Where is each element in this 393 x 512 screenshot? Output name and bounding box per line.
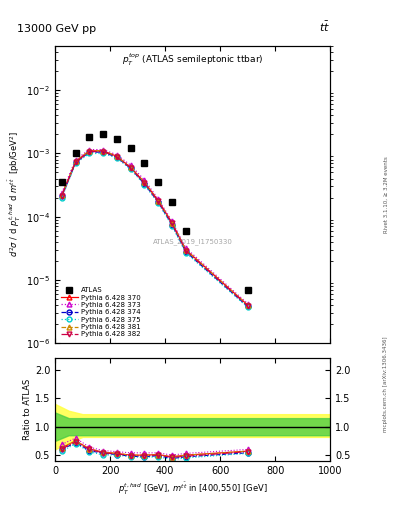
Pythia 6.428 370 — [101, 148, 106, 154]
Pythia 6.428 382 — [129, 165, 133, 171]
Pythia 6.428 381 — [60, 192, 64, 198]
Text: ATLAS_2019_I1750330: ATLAS_2019_I1750330 — [152, 239, 233, 245]
X-axis label: $p_T^{t,had}$ [GeV], $m^{t\bar{t}}$ in [400,550] [GeV]: $p_T^{t,had}$ [GeV], $m^{t\bar{t}}$ in [… — [118, 481, 267, 497]
Pythia 6.428 375 — [245, 304, 250, 310]
Pythia 6.428 382 — [115, 154, 119, 160]
Pythia 6.428 382 — [60, 193, 64, 199]
Pythia 6.428 375 — [142, 182, 147, 188]
ATLAS — [87, 134, 92, 140]
Pythia 6.428 370 — [87, 148, 92, 154]
Pythia 6.428 373 — [87, 146, 92, 153]
Line: Pythia 6.428 382: Pythia 6.428 382 — [59, 149, 250, 308]
Pythia 6.428 375 — [73, 160, 78, 166]
Pythia 6.428 373 — [142, 177, 147, 183]
Pythia 6.428 373 — [170, 218, 174, 224]
Pythia 6.428 382 — [73, 159, 78, 165]
Pythia 6.428 370 — [60, 192, 64, 198]
Pythia 6.428 370 — [156, 198, 161, 204]
Pythia 6.428 374 — [129, 165, 133, 172]
ATLAS — [73, 151, 78, 157]
Pythia 6.428 382 — [101, 148, 106, 155]
Pythia 6.428 382 — [156, 198, 161, 204]
Pythia 6.428 381 — [245, 302, 250, 308]
Pythia 6.428 381 — [170, 220, 174, 226]
Pythia 6.428 375 — [129, 166, 133, 173]
Text: 13000 GeV pp: 13000 GeV pp — [17, 24, 95, 34]
Pythia 6.428 374 — [184, 248, 188, 254]
Pythia 6.428 375 — [170, 223, 174, 229]
Pythia 6.428 373 — [184, 245, 188, 251]
ATLAS — [115, 136, 119, 142]
Pythia 6.428 375 — [115, 155, 119, 161]
Pythia 6.428 381 — [73, 158, 78, 164]
Line: ATLAS: ATLAS — [59, 132, 250, 292]
Legend: ATLAS, Pythia 6.428 370, Pythia 6.428 373, Pythia 6.428 374, Pythia 6.428 375, P: ATLAS, Pythia 6.428 370, Pythia 6.428 37… — [59, 285, 143, 339]
Pythia 6.428 374 — [73, 159, 78, 165]
Pythia 6.428 375 — [184, 249, 188, 255]
Pythia 6.428 370 — [73, 158, 78, 164]
Pythia 6.428 374 — [170, 222, 174, 228]
ATLAS — [184, 228, 188, 234]
ATLAS — [101, 132, 106, 138]
Pythia 6.428 375 — [101, 151, 106, 157]
Pythia 6.428 370 — [142, 179, 147, 185]
Pythia 6.428 375 — [87, 151, 92, 157]
ATLAS — [60, 179, 64, 185]
ATLAS — [170, 199, 174, 205]
Pythia 6.428 370 — [115, 153, 119, 159]
Text: Rivet 3.1.10, ≥ 3.2M events: Rivet 3.1.10, ≥ 3.2M events — [383, 156, 388, 233]
Pythia 6.428 374 — [156, 199, 161, 205]
Line: Pythia 6.428 370: Pythia 6.428 370 — [59, 148, 250, 307]
Pythia 6.428 381 — [156, 198, 161, 204]
ATLAS — [142, 160, 147, 166]
Line: Pythia 6.428 374: Pythia 6.428 374 — [59, 150, 250, 309]
Text: $p_T^{top}$ (ATLAS semileptonic ttbar): $p_T^{top}$ (ATLAS semileptonic ttbar) — [122, 52, 263, 68]
Text: $t\bar{t}$: $t\bar{t}$ — [319, 20, 330, 34]
Pythia 6.428 373 — [73, 157, 78, 163]
ATLAS — [245, 287, 250, 293]
Pythia 6.428 374 — [101, 149, 106, 155]
Pythia 6.428 382 — [184, 247, 188, 253]
Pythia 6.428 381 — [101, 148, 106, 154]
Pythia 6.428 370 — [245, 302, 250, 308]
Pythia 6.428 382 — [245, 303, 250, 309]
Pythia 6.428 375 — [156, 200, 161, 206]
Pythia 6.428 374 — [142, 181, 147, 187]
Pythia 6.428 373 — [60, 189, 64, 196]
Pythia 6.428 370 — [170, 220, 174, 226]
Pythia 6.428 373 — [129, 162, 133, 168]
Pythia 6.428 381 — [129, 164, 133, 170]
ATLAS — [129, 145, 133, 152]
ATLAS — [156, 179, 161, 185]
Pythia 6.428 374 — [245, 303, 250, 309]
Pythia 6.428 381 — [184, 247, 188, 253]
Line: Pythia 6.428 375: Pythia 6.428 375 — [59, 151, 250, 310]
Pythia 6.428 381 — [142, 179, 147, 185]
Pythia 6.428 381 — [87, 148, 92, 154]
Pythia 6.428 382 — [170, 220, 174, 226]
Pythia 6.428 373 — [101, 146, 106, 153]
Pythia 6.428 374 — [87, 149, 92, 155]
Pythia 6.428 373 — [156, 196, 161, 202]
Line: Pythia 6.428 373: Pythia 6.428 373 — [59, 147, 250, 306]
Pythia 6.428 373 — [245, 301, 250, 307]
Line: Pythia 6.428 381: Pythia 6.428 381 — [59, 148, 250, 307]
Pythia 6.428 382 — [87, 148, 92, 155]
Pythia 6.428 382 — [142, 180, 147, 186]
Y-axis label: Ratio to ATLAS: Ratio to ATLAS — [23, 379, 32, 440]
Pythia 6.428 381 — [115, 153, 119, 159]
Pythia 6.428 375 — [60, 195, 64, 201]
Pythia 6.428 370 — [129, 164, 133, 170]
Pythia 6.428 374 — [115, 154, 119, 160]
Pythia 6.428 374 — [60, 193, 64, 199]
Pythia 6.428 370 — [184, 247, 188, 253]
Pythia 6.428 373 — [115, 152, 119, 158]
Text: mcplots.cern.ch [arXiv:1306.3436]: mcplots.cern.ch [arXiv:1306.3436] — [383, 336, 388, 432]
Y-axis label: $d^2\sigma$ / d $p_T^{t,had}$ d $m^{t\bar{t}}$  [pb/GeV$^2$]: $d^2\sigma$ / d $p_T^{t,had}$ d $m^{t\ba… — [7, 132, 23, 258]
